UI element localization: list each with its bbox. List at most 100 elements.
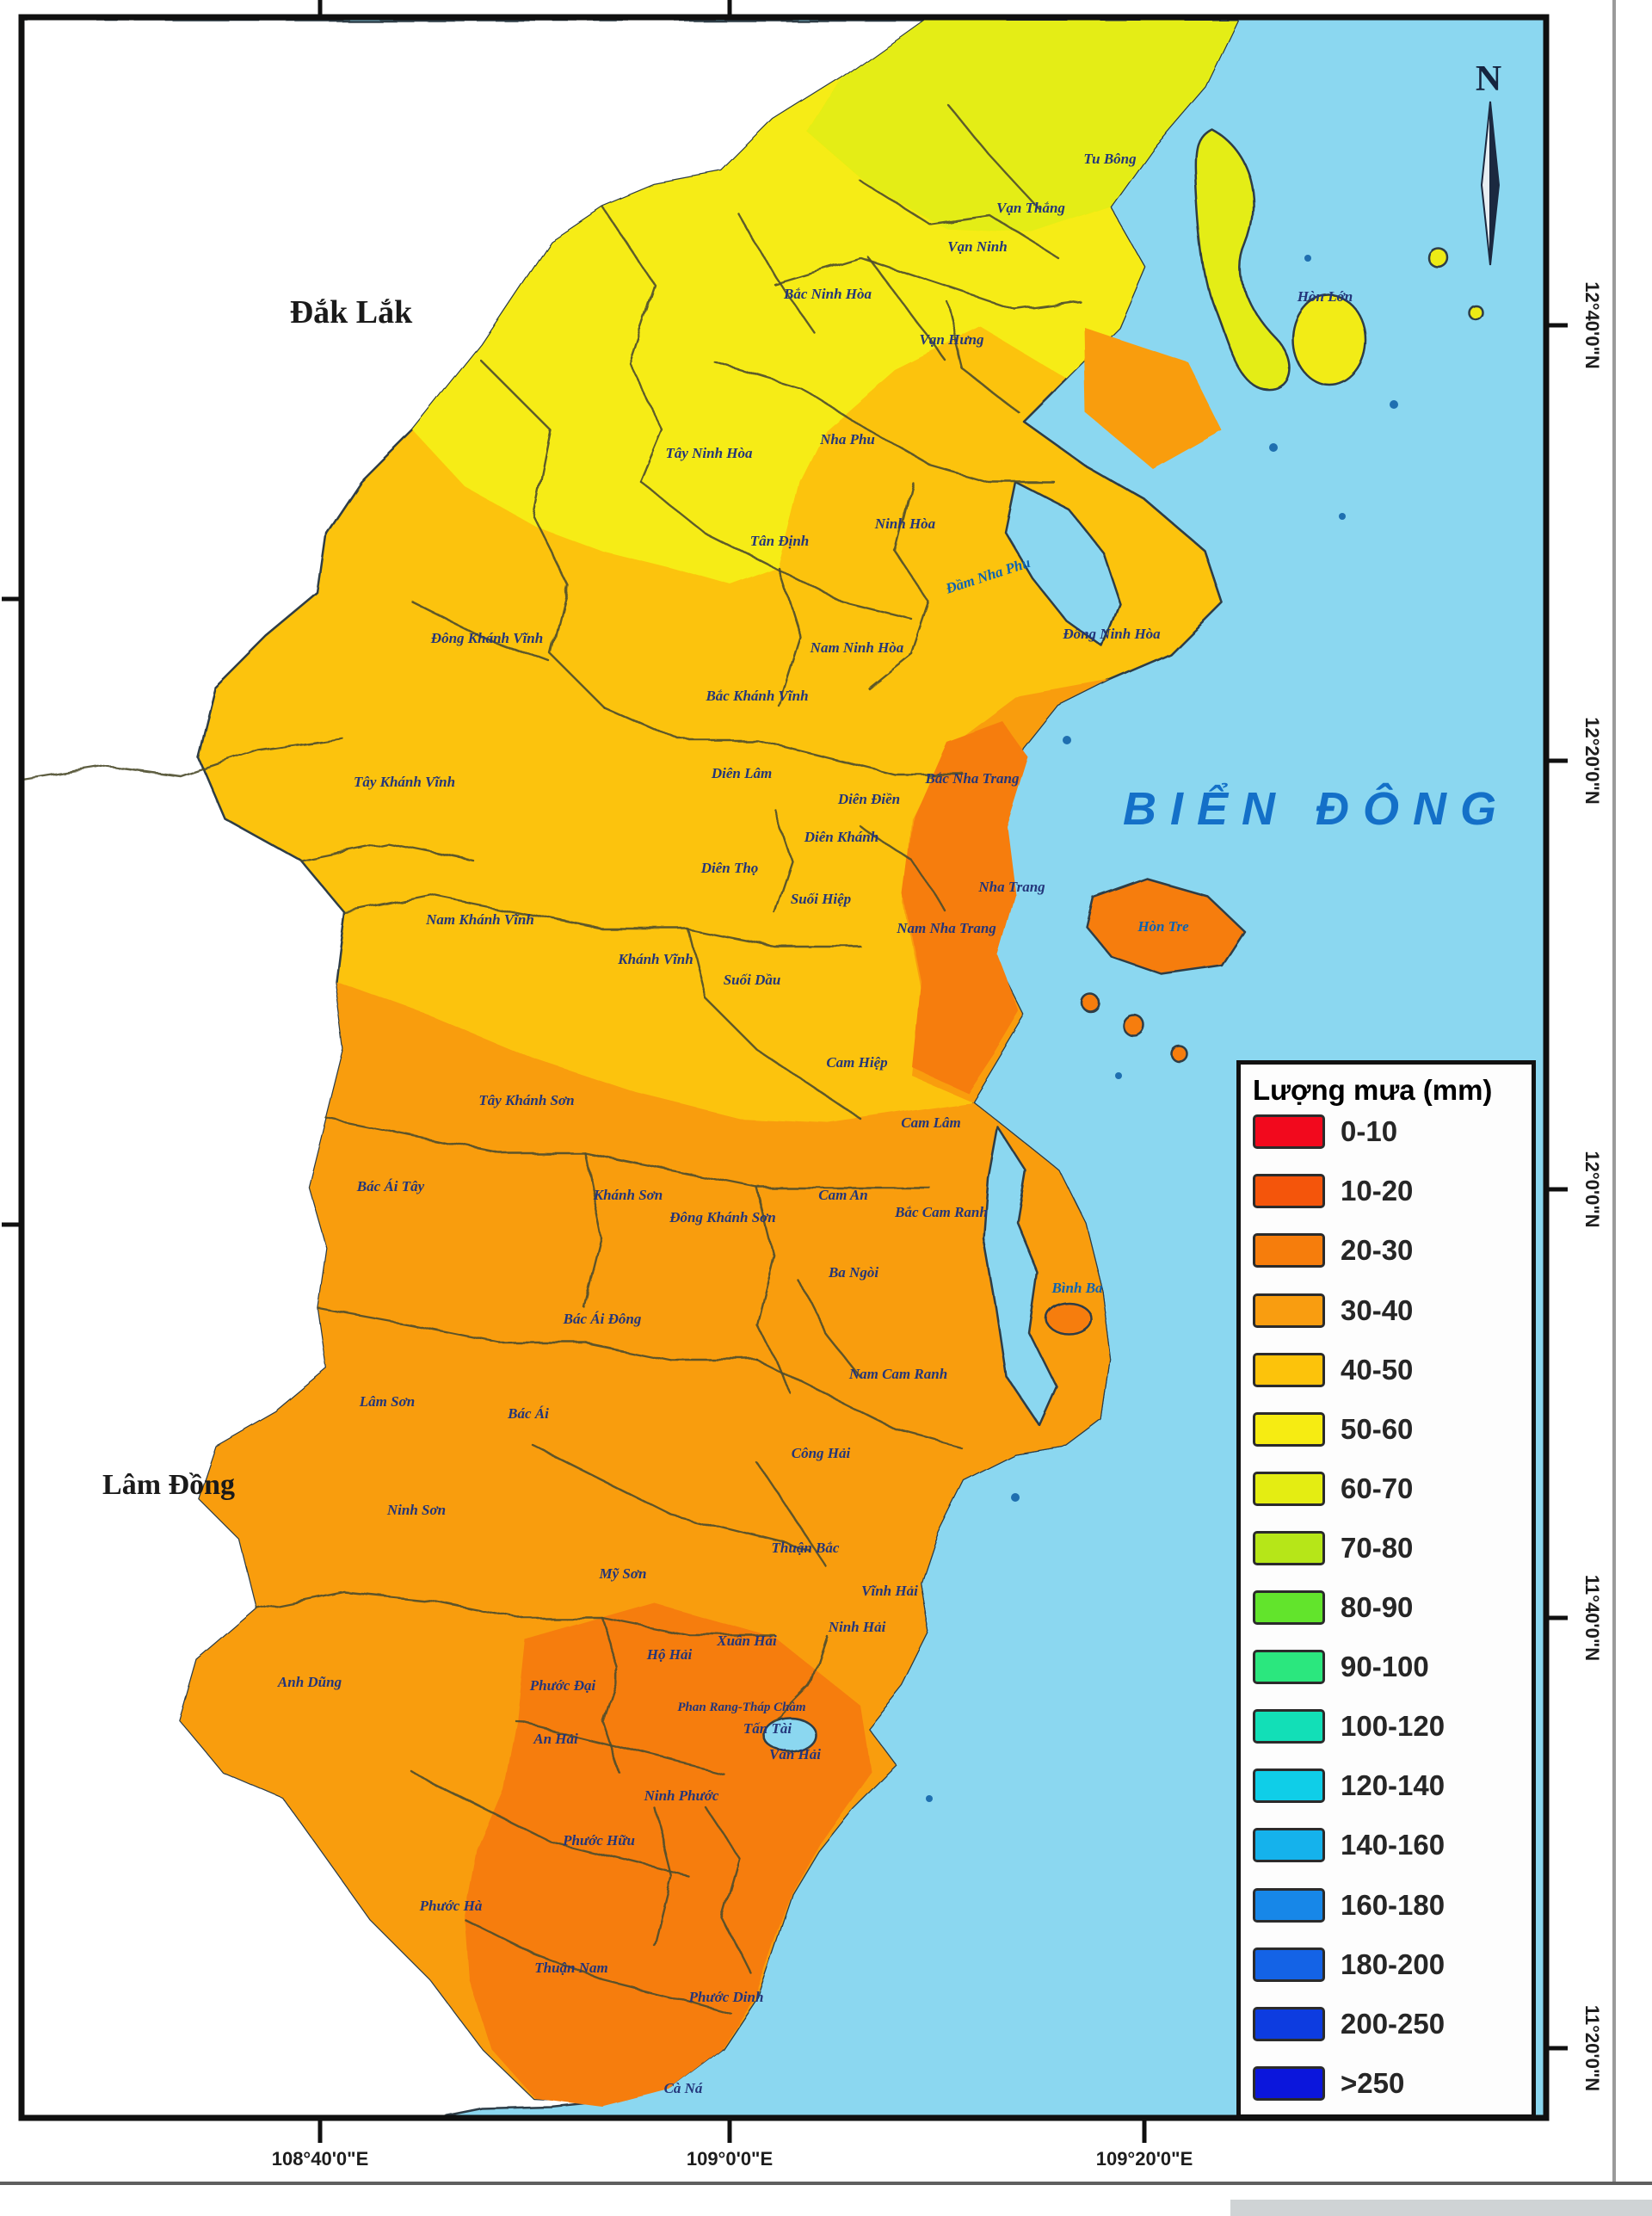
legend-label: 100-120 xyxy=(1341,1710,1446,1743)
neighbor-label-daklak: Đắk Lắk xyxy=(290,294,413,330)
legend-label: 10-20 xyxy=(1341,1175,1414,1207)
legend-label: 90-100 xyxy=(1341,1651,1429,1683)
place-label: Công Hải xyxy=(792,1445,851,1461)
legend-swatch xyxy=(1253,1709,1325,1744)
legend-row: 120-140 xyxy=(1253,1767,1519,1805)
legend-label: 50-60 xyxy=(1341,1412,1414,1445)
place-label: Bắc Cam Ranh xyxy=(894,1204,988,1220)
place-label: Bắc Ninh Hòa xyxy=(783,286,872,302)
place-label: Nam Khánh Vĩnh xyxy=(425,911,534,928)
place-label: Phước Dinh xyxy=(688,1989,764,2005)
place-label: Hộ Hải xyxy=(646,1646,693,1663)
hon-lon-island xyxy=(1291,293,1367,386)
place-label: Phước Hà xyxy=(419,1898,483,1914)
place-label: Bác Ái xyxy=(507,1405,549,1422)
legend-swatch xyxy=(1253,1887,1325,1923)
place-label: Bắc Khánh Vĩnh xyxy=(705,688,808,704)
legend-label: 60-70 xyxy=(1341,1472,1414,1504)
place-label: Bác Ái Đông xyxy=(563,1311,642,1327)
place-label: Lâm Sơn xyxy=(359,1393,415,1410)
hon-gom-peninsula xyxy=(1194,127,1291,391)
small-island xyxy=(1466,303,1483,320)
bottom-corner-strip xyxy=(1230,2200,1652,2216)
legend-label: 20-30 xyxy=(1341,1234,1414,1267)
place-label: Vạn Ninh xyxy=(947,238,1007,255)
legend-row: 0-10 xyxy=(1253,1113,1519,1151)
place-label: Đông Khánh Vĩnh xyxy=(430,630,543,646)
lat-label: 12°40'0"N xyxy=(1581,281,1603,369)
place-label: Diên Khánh xyxy=(804,829,878,845)
place-label: Tân Định xyxy=(750,533,810,549)
place-label: Ninh Hòa xyxy=(874,515,936,532)
nha-phu-bay xyxy=(1003,480,1122,649)
place-label: Tây Khánh Sơn xyxy=(478,1092,574,1108)
legend-swatch xyxy=(1253,1114,1325,1150)
legend-label: 180-200 xyxy=(1341,1947,1446,1980)
place-label: Phan Rang-Tháp Chàm xyxy=(677,1701,805,1714)
legend-label: 120-140 xyxy=(1341,1769,1446,1802)
place-label: Tây Ninh Hòa xyxy=(665,445,753,461)
legend-swatch xyxy=(1253,1650,1325,1685)
legend-swatch xyxy=(1253,1471,1325,1506)
place-label: Diên Lâm xyxy=(711,765,772,781)
place-label: Anh Dũng xyxy=(277,1674,342,1690)
place-label: Vĩnh Hải xyxy=(861,1583,918,1599)
legend-swatch xyxy=(1253,1352,1325,1387)
place-label: Bắc Nha Trang xyxy=(925,770,1020,787)
map-frame xyxy=(18,14,1550,2121)
legend-row: 30-40 xyxy=(1253,1292,1519,1330)
legend-row: 20-30 xyxy=(1253,1231,1519,1269)
legend-label: 0-10 xyxy=(1341,1115,1398,1148)
place-label: Suối Hiệp xyxy=(791,891,851,907)
legend-row: 100-120 xyxy=(1253,1707,1519,1745)
place-label: Nam Nha Trang xyxy=(896,920,996,936)
legend-row: 40-50 xyxy=(1253,1351,1519,1389)
legend-row: 60-70 xyxy=(1253,1470,1519,1508)
legend-label: 200-250 xyxy=(1341,2007,1446,2040)
legend-row: 180-200 xyxy=(1253,1946,1519,1984)
north-label: N xyxy=(1476,59,1501,99)
place-label: Suối Dầu xyxy=(724,972,781,988)
place-label: Thuận Nam xyxy=(534,1960,608,1976)
legend-row: 200-250 xyxy=(1253,2005,1519,2043)
zone-60-70 xyxy=(809,20,1236,232)
legend-swatch xyxy=(1253,2065,1325,2101)
place-label: Ninh Phước xyxy=(644,1787,719,1804)
legend-rows: 0-10 10-20 20-30 30-40 40-50 50-60 60-70 70-80 8… xyxy=(1253,1113,1519,2102)
place-label: Vạn Thắng xyxy=(996,200,1065,216)
place-label: Hòn Lớn xyxy=(1297,288,1353,305)
lat-label: 11°20'0"N xyxy=(1581,2005,1603,2091)
lon-label: 109°0'0"E xyxy=(687,2148,773,2170)
legend-label: 30-40 xyxy=(1341,1293,1414,1326)
legend-swatch xyxy=(1253,1947,1325,1982)
place-label: Khánh Sơn xyxy=(593,1187,663,1203)
place-label: Văn Hải xyxy=(769,1746,821,1762)
legend-label: 140-160 xyxy=(1341,1829,1446,1861)
place-label: Cam An xyxy=(818,1187,867,1203)
place-label: Phước Hữu xyxy=(562,1832,635,1849)
legend-swatch xyxy=(1253,1411,1325,1447)
legend-swatch xyxy=(1253,1530,1325,1565)
legend-row: 70-80 xyxy=(1253,1529,1519,1567)
place-label: Mỹ Sơn xyxy=(599,1565,647,1582)
place-label: Bác Ái Tây xyxy=(356,1178,425,1194)
place-label: Nam Ninh Hòa xyxy=(810,639,904,656)
legend-swatch xyxy=(1253,2006,1325,2041)
place-label: An Hải xyxy=(533,1731,578,1747)
legend-title: Lượng mưa (mm) xyxy=(1253,1074,1493,1106)
place-label: Diên Thọ xyxy=(700,860,759,876)
zone-30-40-south xyxy=(181,981,1110,2102)
legend-row: 10-20 xyxy=(1253,1172,1519,1210)
legend-swatch xyxy=(1253,1590,1325,1626)
axis-labels: 12°40'0"N 12°20'0"N 12°0'0"N 11°40'0"N 11°20… xyxy=(272,281,1603,2170)
legend-label: >250 xyxy=(1341,2066,1405,2099)
daklak-lamdong-border xyxy=(24,737,344,780)
place-label: Đông Khánh Sơn xyxy=(669,1209,775,1225)
small-island xyxy=(1122,1014,1146,1038)
lon-label: 108°40'0"E xyxy=(272,2148,369,2170)
legend-label: 80-90 xyxy=(1341,1591,1414,1624)
place-label: Nha Trang xyxy=(977,879,1045,895)
lat-label: 12°20'0"N xyxy=(1581,717,1603,805)
legend-swatch xyxy=(1253,1174,1325,1209)
